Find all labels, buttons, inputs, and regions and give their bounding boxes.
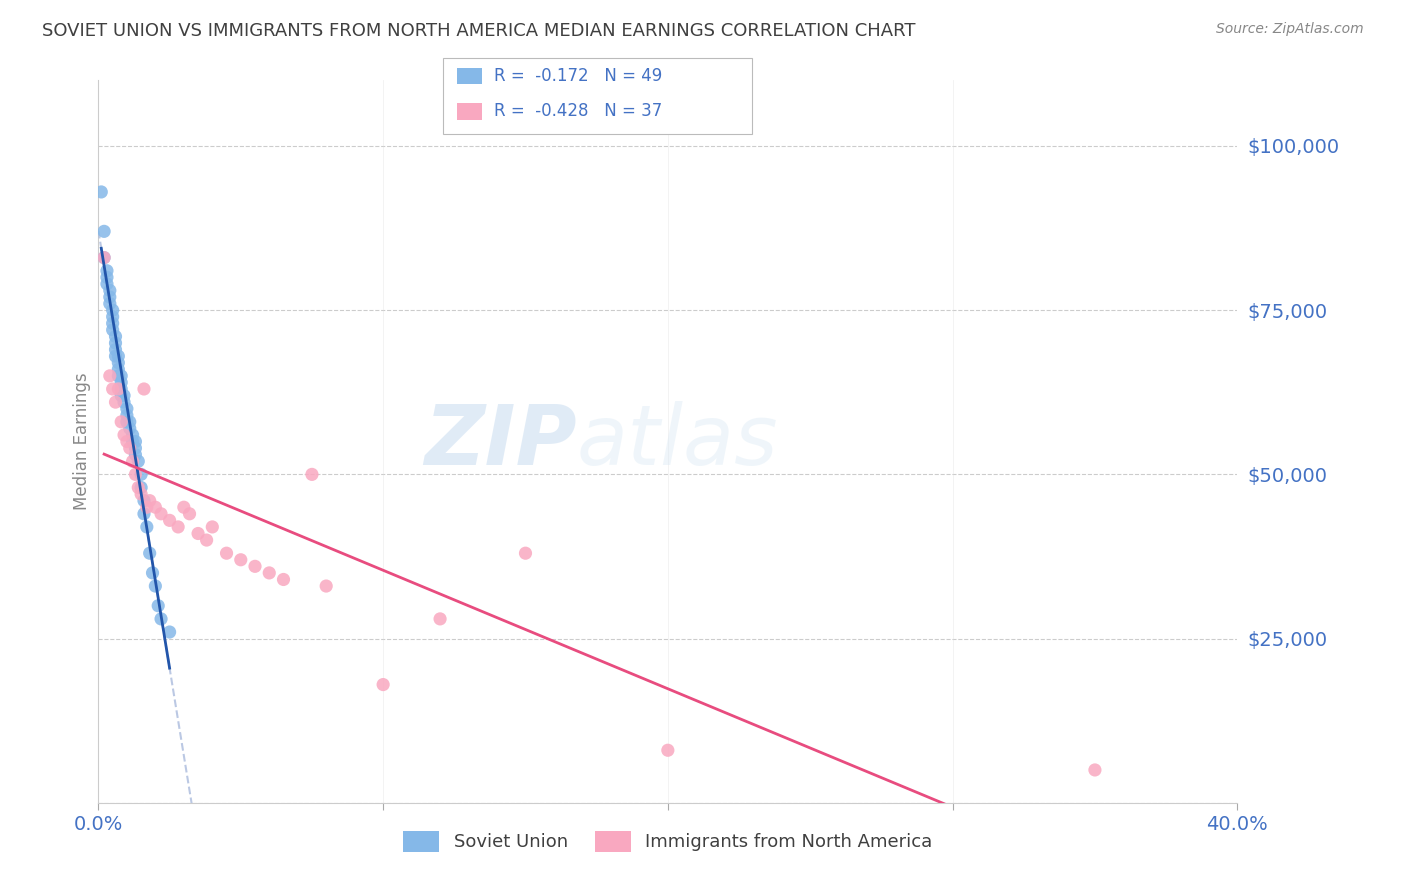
Point: [243, 559, 266, 574]
Point: [373, 677, 395, 691]
Point: [1084, 763, 1107, 777]
Point: [195, 533, 218, 547]
Point: [90, 185, 112, 199]
Text: R =  -0.172   N = 49: R = -0.172 N = 49: [494, 67, 662, 85]
Point: [110, 388, 132, 402]
Point: [110, 382, 132, 396]
Point: [110, 415, 132, 429]
Point: [150, 507, 173, 521]
Point: [121, 434, 143, 449]
Point: [112, 388, 135, 402]
Point: [112, 428, 135, 442]
Point: [124, 467, 146, 482]
Point: [104, 343, 127, 357]
Point: [110, 368, 132, 383]
Point: [112, 395, 135, 409]
Point: [124, 441, 146, 455]
Point: [145, 500, 167, 515]
Point: [515, 546, 537, 560]
Point: [129, 481, 152, 495]
Point: [159, 513, 181, 527]
Point: [301, 467, 323, 482]
Point: [135, 500, 157, 515]
Point: [104, 395, 127, 409]
Point: [115, 434, 138, 449]
Point: [121, 428, 143, 442]
Point: [107, 368, 129, 383]
Point: [429, 612, 451, 626]
Text: R =  -0.428   N = 37: R = -0.428 N = 37: [494, 103, 662, 120]
Point: [129, 487, 152, 501]
Point: [215, 546, 238, 560]
Point: [124, 434, 146, 449]
Point: [115, 401, 138, 416]
Point: [132, 493, 155, 508]
Point: [98, 296, 121, 310]
Point: [135, 520, 157, 534]
Point: [107, 382, 129, 396]
Point: [118, 441, 141, 455]
Point: [118, 421, 141, 435]
Y-axis label: Median Earnings: Median Earnings: [73, 373, 91, 510]
Point: [101, 382, 124, 396]
Point: [201, 520, 224, 534]
Point: [179, 507, 201, 521]
Point: [132, 507, 155, 521]
Point: [98, 368, 121, 383]
Point: [129, 467, 152, 482]
Text: Source: ZipAtlas.com: Source: ZipAtlas.com: [1216, 22, 1364, 37]
Point: [148, 599, 170, 613]
Text: SOVIET UNION VS IMMIGRANTS FROM NORTH AMERICA MEDIAN EARNINGS CORRELATION CHART: SOVIET UNION VS IMMIGRANTS FROM NORTH AM…: [42, 22, 915, 40]
Point: [96, 277, 118, 291]
Point: [273, 573, 295, 587]
Point: [138, 493, 160, 508]
Point: [145, 579, 167, 593]
Legend: Soviet Union, Immigrants from North America: Soviet Union, Immigrants from North Amer…: [396, 823, 939, 859]
Point: [96, 264, 118, 278]
Point: [93, 251, 115, 265]
Point: [115, 415, 138, 429]
Point: [101, 310, 124, 324]
Point: [104, 336, 127, 351]
Point: [104, 329, 127, 343]
Point: [104, 349, 127, 363]
Text: atlas: atlas: [576, 401, 779, 482]
Point: [173, 500, 195, 515]
Point: [101, 316, 124, 330]
Point: [167, 520, 190, 534]
Point: [115, 409, 138, 423]
Point: [132, 382, 155, 396]
Point: [98, 290, 121, 304]
Point: [118, 415, 141, 429]
Point: [93, 251, 115, 265]
Point: [127, 481, 149, 495]
Point: [229, 553, 252, 567]
Point: [110, 376, 132, 390]
Point: [315, 579, 337, 593]
Point: [101, 303, 124, 318]
Point: [159, 625, 181, 640]
Point: [98, 284, 121, 298]
Point: [96, 270, 118, 285]
Point: [121, 454, 143, 468]
Point: [127, 454, 149, 468]
Point: [107, 362, 129, 376]
Point: [657, 743, 679, 757]
Point: [150, 612, 173, 626]
Point: [141, 566, 163, 580]
Point: [107, 356, 129, 370]
Point: [93, 224, 115, 238]
Point: [107, 349, 129, 363]
Point: [124, 448, 146, 462]
Point: [259, 566, 281, 580]
Point: [101, 323, 124, 337]
Point: [138, 546, 160, 560]
Text: ZIP: ZIP: [425, 401, 576, 482]
Point: [187, 526, 209, 541]
